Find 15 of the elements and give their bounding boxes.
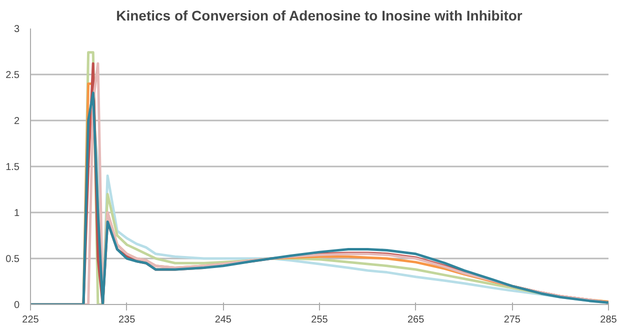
x-tick-label: 255 <box>311 314 328 326</box>
y-tick-label: 1.5 <box>6 162 20 173</box>
x-tick-label: 265 <box>407 314 425 326</box>
y-tick-label: 0.5 <box>6 254 20 265</box>
y-tick-label: 0 <box>14 300 20 311</box>
x-tick-label: 275 <box>504 314 521 326</box>
x-tick-label: 285 <box>600 314 618 326</box>
x-tick-label: 245 <box>214 314 232 326</box>
y-tick-label: 1 <box>14 208 20 219</box>
y-tick-label: 2.5 <box>6 70 20 81</box>
x-tick-label: 225 <box>22 314 40 326</box>
x-tick-label: 235 <box>118 314 136 326</box>
y-tick-label: 2 <box>14 116 20 127</box>
y-tick-label: 3 <box>14 24 20 35</box>
chart-title: Kinetics of Conversion of Adenosine to Inosine with Inhibitor <box>116 8 523 24</box>
